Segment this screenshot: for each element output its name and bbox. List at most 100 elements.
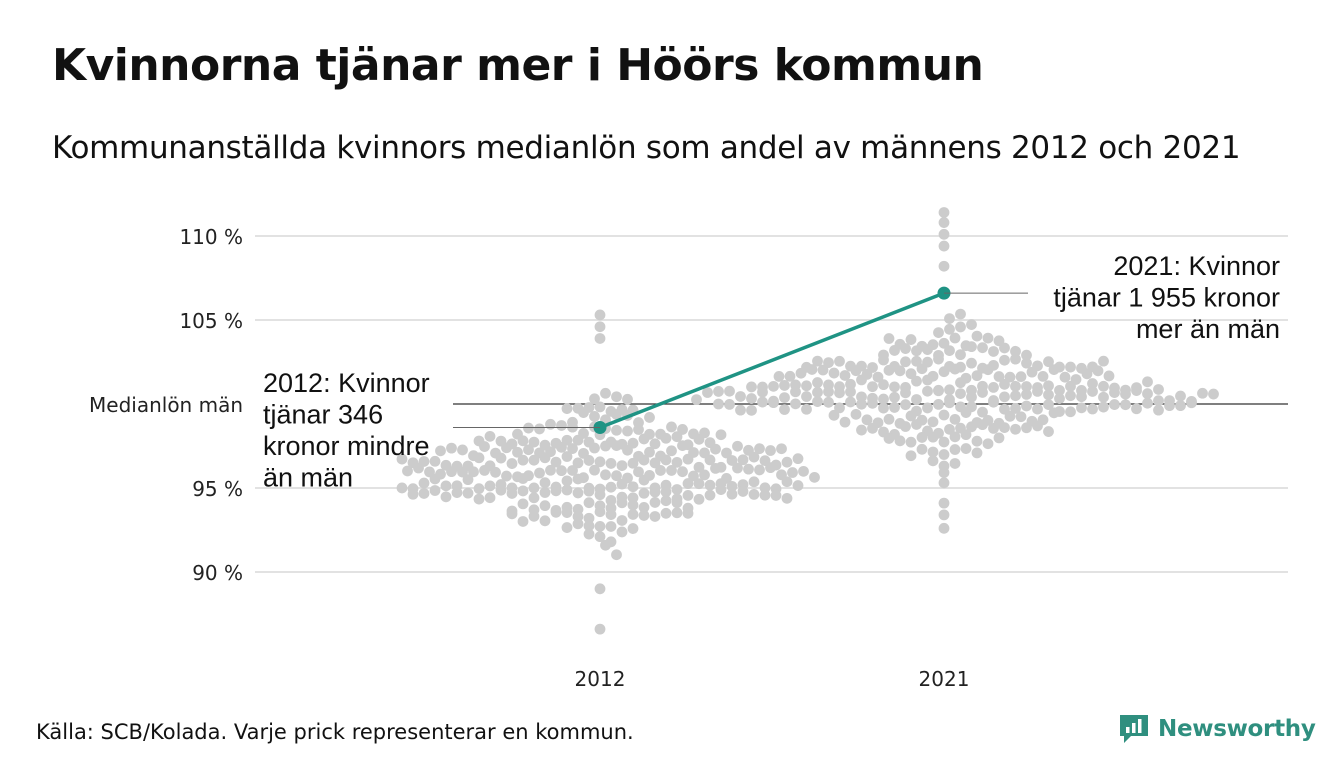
data-point — [1021, 381, 1032, 392]
data-point — [960, 443, 972, 454]
data-point — [644, 446, 655, 458]
data-point — [517, 516, 529, 527]
data-point — [988, 381, 999, 393]
data-point — [660, 454, 672, 466]
data-point — [949, 431, 961, 443]
data-point — [605, 458, 617, 469]
data-point — [999, 342, 1010, 354]
data-point — [900, 421, 911, 432]
data-point — [971, 370, 983, 382]
data-point — [666, 421, 677, 433]
data-point — [556, 441, 567, 453]
data-point — [605, 521, 617, 532]
data-point — [773, 371, 785, 382]
data-point — [528, 454, 540, 466]
data-point — [977, 342, 988, 354]
data-point — [1175, 390, 1186, 402]
data-point — [616, 478, 628, 490]
data-point — [933, 398, 944, 410]
data-point — [517, 454, 529, 466]
data-point — [938, 497, 950, 509]
data-point — [971, 435, 983, 447]
data-point — [429, 473, 441, 485]
data-point — [911, 345, 922, 357]
data-point — [649, 497, 661, 508]
data-point — [550, 456, 562, 468]
data-point — [949, 458, 961, 469]
data-point — [944, 423, 955, 435]
data-point — [1054, 384, 1065, 396]
data-point — [754, 464, 765, 476]
data-point — [649, 511, 661, 522]
data-point — [457, 466, 468, 478]
data-point — [765, 462, 776, 474]
data-point — [883, 413, 895, 425]
annotation-2021-line: mer än män — [1136, 314, 1280, 344]
annotation-2021-line: tjänar 1 955 kronor — [1053, 283, 1280, 313]
data-point — [462, 474, 474, 486]
data-point — [1153, 395, 1164, 407]
data-point — [861, 414, 873, 426]
data-point — [534, 423, 545, 435]
data-point — [715, 429, 727, 441]
data-point — [649, 457, 661, 469]
data-point — [982, 364, 994, 376]
data-point — [550, 485, 562, 497]
data-point — [589, 442, 600, 454]
data-point — [1032, 386, 1043, 397]
data-point — [845, 396, 856, 408]
data-point — [922, 385, 933, 397]
data-point — [787, 467, 798, 478]
data-point — [1197, 387, 1208, 399]
data-point — [922, 344, 933, 355]
data-point — [746, 381, 757, 393]
data-point — [605, 494, 617, 506]
data-point — [894, 435, 906, 447]
highlight-line — [599, 291, 945, 430]
data-point — [644, 412, 655, 423]
data-point — [627, 499, 639, 511]
data-point — [781, 492, 793, 504]
data-point — [1010, 353, 1021, 365]
data-point — [911, 394, 922, 405]
data-point — [1021, 357, 1032, 369]
data-point — [523, 422, 534, 434]
data-point — [966, 391, 977, 403]
data-point — [735, 404, 746, 416]
data-point — [710, 443, 721, 455]
data-point — [561, 507, 573, 518]
data-point — [971, 447, 983, 459]
data-point — [927, 446, 939, 458]
data-point — [495, 484, 507, 496]
data-point — [726, 488, 738, 500]
data-point — [655, 465, 666, 476]
data-point — [938, 467, 950, 478]
data-point — [490, 466, 501, 478]
data-point — [732, 462, 743, 474]
data-point — [457, 444, 468, 456]
data-point — [528, 482, 540, 494]
data-point — [611, 424, 622, 436]
data-point — [660, 495, 672, 507]
data-point — [484, 430, 496, 442]
data-point — [1098, 380, 1109, 392]
data-point — [757, 396, 768, 408]
data-point — [506, 508, 518, 520]
data-point — [704, 489, 716, 501]
data-point — [792, 480, 804, 491]
chart-subtitle: Kommunanställda kvinnors medianlön som a… — [52, 130, 1241, 166]
data-point — [704, 479, 716, 491]
data-point — [732, 440, 743, 452]
data-point — [933, 327, 944, 339]
data-point — [589, 393, 600, 405]
data-point — [429, 485, 441, 496]
dot-layer — [396, 207, 1219, 635]
data-point — [759, 489, 771, 501]
data-point — [1131, 385, 1142, 396]
data-point — [413, 462, 424, 474]
data-point — [823, 357, 834, 369]
data-point — [545, 418, 556, 430]
brand-name: Newsworthy — [1158, 716, 1316, 742]
data-point — [960, 429, 972, 441]
data-point — [746, 393, 757, 404]
